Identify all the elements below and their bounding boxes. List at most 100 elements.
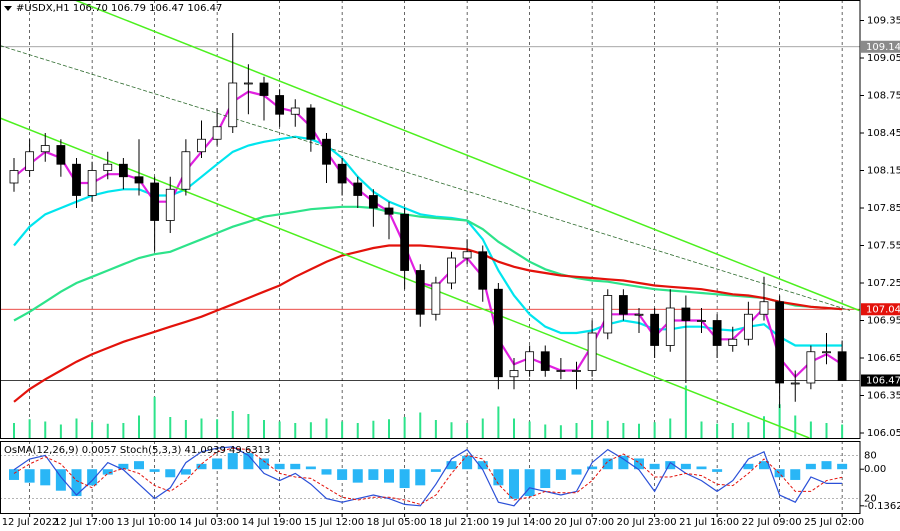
candle-body bbox=[837, 351, 847, 381]
candle-body bbox=[150, 182, 160, 221]
volume-bar bbox=[122, 423, 125, 438]
y-tick-label: 107.55 bbox=[867, 241, 900, 252]
osma-bar bbox=[165, 469, 176, 478]
volume-bar bbox=[44, 421, 47, 438]
osma-bar bbox=[196, 463, 207, 470]
volume-bar bbox=[466, 423, 469, 438]
x-tick-label: 18 Jul 21:00 bbox=[429, 517, 489, 528]
volume-bar bbox=[763, 416, 765, 438]
osma-tick-label: -0.1362 bbox=[864, 501, 900, 512]
candle-body bbox=[618, 295, 628, 315]
volume-bar bbox=[247, 414, 250, 438]
volume-bar bbox=[684, 385, 687, 438]
osma-bar bbox=[524, 469, 535, 497]
candle-body bbox=[384, 207, 394, 215]
candle-body bbox=[540, 351, 550, 371]
volume-bar bbox=[700, 421, 703, 438]
x-tick-label: 12 Jul 17:00 bbox=[54, 517, 114, 528]
candle-body bbox=[447, 257, 456, 284]
candle-body bbox=[525, 351, 535, 371]
candle-body bbox=[728, 338, 738, 346]
osma-bar bbox=[618, 455, 629, 470]
candle-body bbox=[275, 95, 285, 115]
volume-bar bbox=[341, 421, 344, 438]
volume-bar bbox=[481, 418, 484, 438]
candle-body bbox=[400, 213, 410, 271]
osma-bar bbox=[477, 461, 488, 470]
candle-body bbox=[40, 145, 50, 153]
osma-bar bbox=[743, 463, 754, 470]
osma-bar bbox=[493, 469, 504, 486]
indicator-pane bbox=[0, 441, 860, 513]
candle-body bbox=[337, 163, 347, 184]
volume-bar bbox=[669, 418, 672, 438]
candle-body bbox=[790, 382, 800, 385]
price-marker-label: 107.04 bbox=[866, 304, 900, 315]
volume-bar bbox=[403, 417, 406, 438]
volume-bar bbox=[747, 422, 750, 438]
x-tick-label: 22 Jul 09:00 bbox=[742, 517, 802, 528]
volume-bar bbox=[450, 422, 453, 438]
y-tick-label: 106.05 bbox=[867, 428, 900, 439]
osma-bar bbox=[243, 453, 254, 470]
main-pane bbox=[0, 0, 860, 438]
osma-bar bbox=[790, 469, 801, 480]
candle-body bbox=[181, 151, 191, 190]
osma-bar bbox=[149, 469, 160, 472]
candle-body bbox=[134, 176, 144, 184]
osma-bar bbox=[821, 461, 832, 470]
candle-body bbox=[9, 170, 19, 184]
osma-bar bbox=[680, 463, 691, 470]
candle-body bbox=[212, 126, 222, 140]
x-tick-label: 21 Jul 16:00 bbox=[679, 517, 739, 528]
volume-bar bbox=[513, 418, 515, 438]
osma-bar bbox=[384, 469, 394, 483]
candle-body bbox=[697, 320, 706, 322]
y-tick-label: 107.85 bbox=[867, 203, 900, 214]
y-tick-label: 108.15 bbox=[867, 166, 900, 177]
candle-body bbox=[165, 188, 175, 221]
osma-bar bbox=[118, 463, 129, 470]
volume-bar bbox=[606, 420, 609, 438]
osma-bar bbox=[774, 469, 785, 478]
volume-bar bbox=[106, 423, 109, 438]
candle-body bbox=[634, 313, 644, 316]
osma-bar bbox=[40, 469, 51, 486]
volume-bar bbox=[794, 415, 797, 438]
volume-bar bbox=[716, 423, 719, 438]
volume-bar bbox=[200, 418, 203, 438]
osma-bar bbox=[696, 466, 707, 470]
candle-body bbox=[259, 82, 269, 96]
volume-bar bbox=[591, 420, 594, 438]
candle-body bbox=[572, 370, 581, 372]
osma-bar bbox=[259, 458, 269, 470]
osma-bar bbox=[649, 463, 660, 470]
osma-bar bbox=[602, 458, 613, 470]
volume-bar bbox=[638, 423, 640, 438]
candle-body bbox=[587, 332, 597, 371]
candle-body bbox=[509, 370, 519, 378]
candle-body bbox=[775, 301, 785, 384]
x-tick-label: 13 Jul 10:00 bbox=[117, 517, 177, 528]
candle-body bbox=[681, 307, 691, 321]
candle-body bbox=[478, 251, 488, 290]
stoch-tick-label: 80 bbox=[864, 450, 877, 461]
main-frame bbox=[0, 0, 861, 439]
osma-bar bbox=[430, 469, 441, 472]
candle-body bbox=[306, 107, 316, 140]
stoch-tick-label: 20 bbox=[864, 494, 877, 505]
candle-body bbox=[415, 270, 425, 315]
y-tick-label: 109.05 bbox=[867, 53, 900, 64]
osma-bar bbox=[540, 469, 551, 489]
candle-body bbox=[603, 295, 613, 334]
volume-bar bbox=[153, 396, 156, 438]
x-tick-label: 15 Jul 12:00 bbox=[304, 517, 364, 528]
price-marker-box bbox=[861, 374, 900, 387]
candle-body bbox=[759, 301, 769, 315]
candle-body bbox=[822, 351, 831, 354]
osma-bar bbox=[87, 469, 98, 486]
osma-bar bbox=[555, 469, 566, 480]
osma-bar bbox=[415, 469, 426, 486]
price-marker-box bbox=[861, 303, 900, 316]
volume-bar bbox=[216, 419, 219, 438]
